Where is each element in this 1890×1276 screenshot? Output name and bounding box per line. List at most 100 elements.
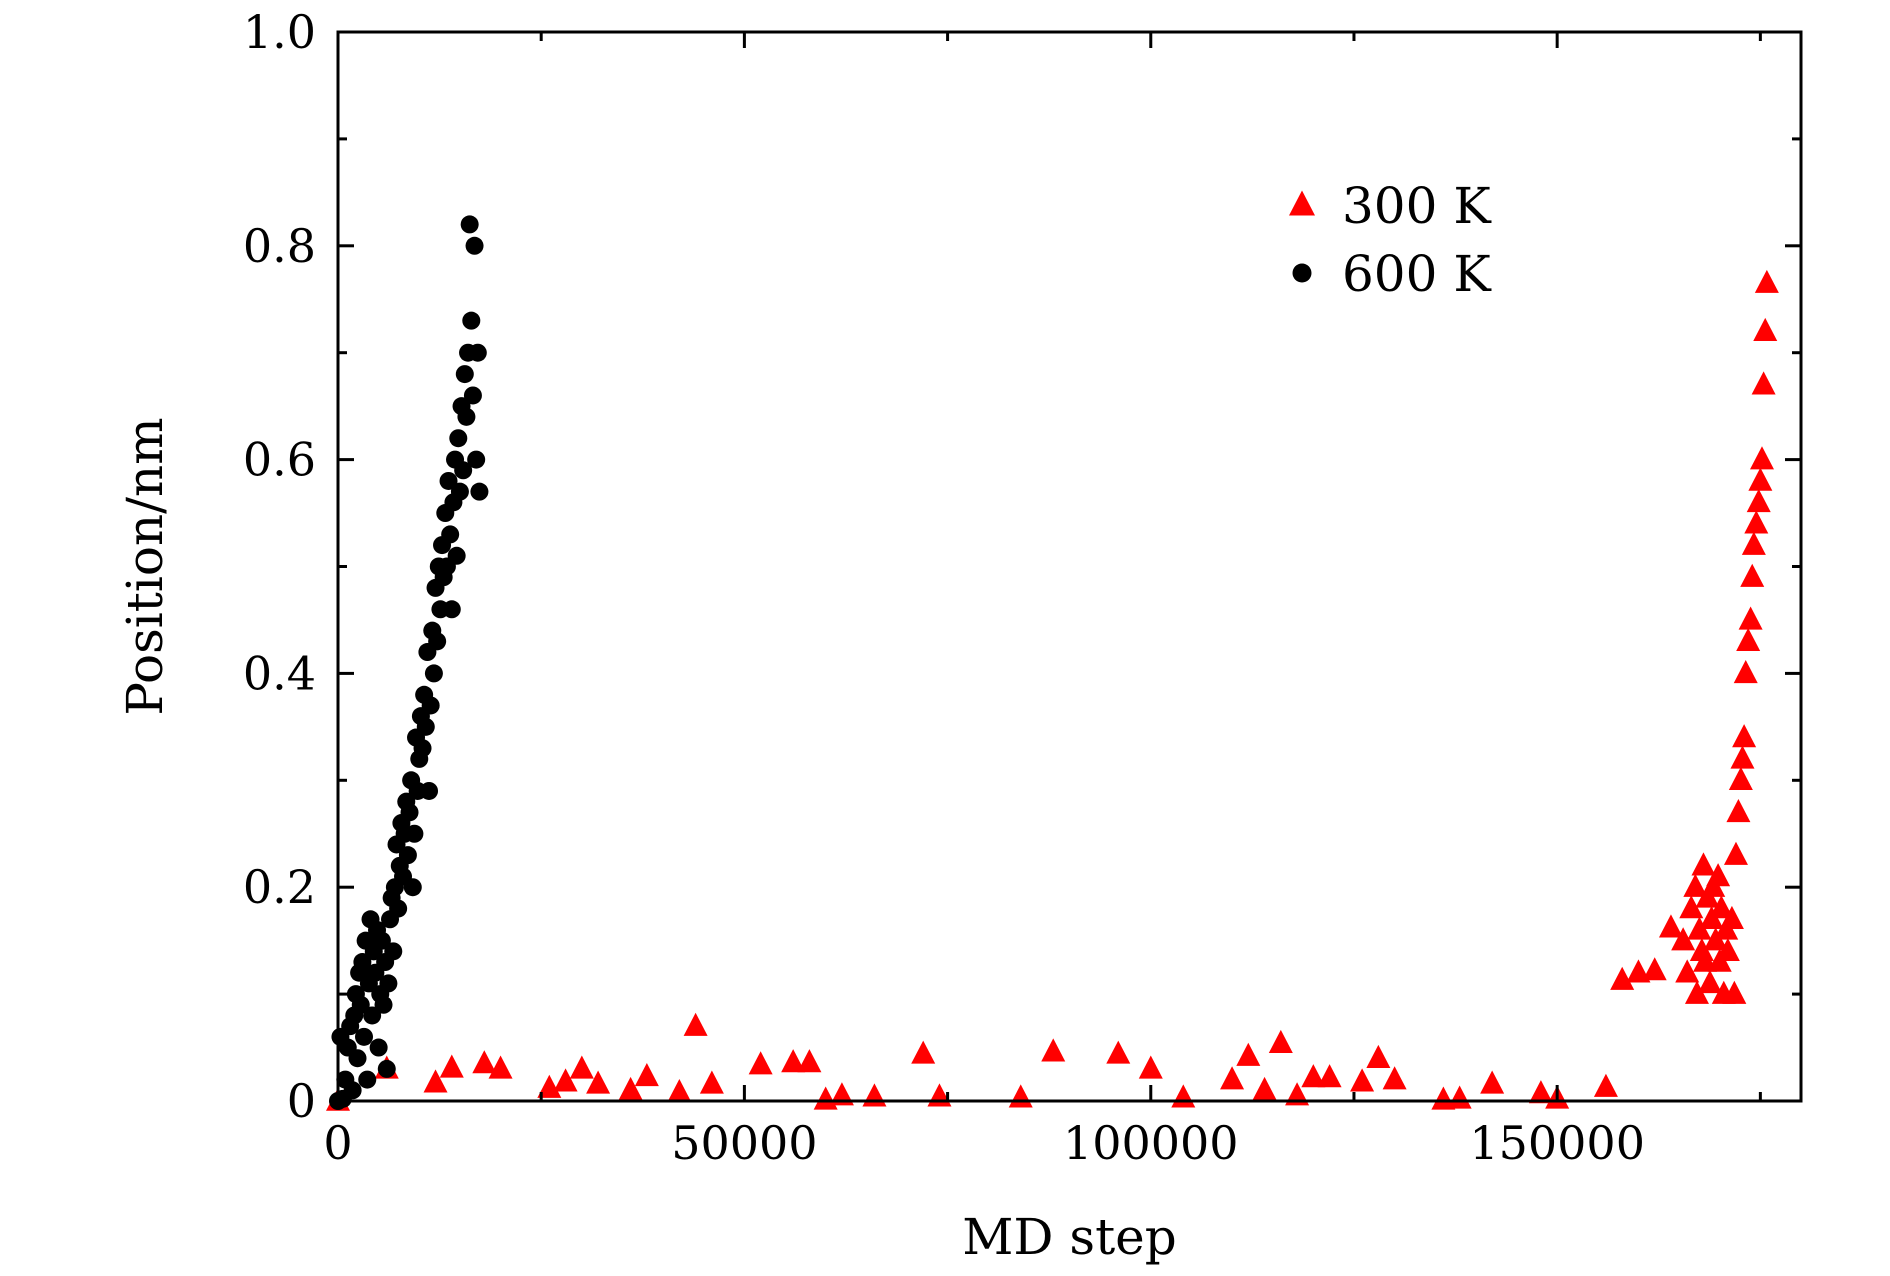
data-point-circle bbox=[457, 407, 476, 426]
series-1 bbox=[329, 215, 489, 1110]
data-point-triangle bbox=[781, 1049, 806, 1073]
legend: 300 K 600 K bbox=[1289, 177, 1492, 303]
data-point-triangle bbox=[1730, 745, 1755, 769]
data-point-triangle bbox=[1528, 1080, 1553, 1104]
data-point-triangle bbox=[1220, 1066, 1245, 1090]
data-point-triangle bbox=[1732, 724, 1757, 748]
data-point-circle bbox=[400, 803, 419, 822]
data-point-circle bbox=[439, 471, 458, 490]
data-point-triangle bbox=[472, 1050, 497, 1074]
data-point-circle bbox=[398, 846, 417, 865]
data-point-circle bbox=[467, 450, 486, 469]
plot-marks bbox=[326, 215, 1779, 1111]
x-tick-label: 50000 bbox=[671, 1116, 817, 1170]
data-point-triangle bbox=[1738, 606, 1763, 630]
y-axis-label: Position/nm bbox=[116, 417, 174, 715]
data-point-triangle bbox=[1268, 1029, 1293, 1053]
data-point-triangle bbox=[1733, 660, 1758, 684]
data-point-triangle bbox=[797, 1049, 822, 1073]
data-point-circle bbox=[405, 824, 424, 843]
data-point-circle bbox=[348, 1049, 367, 1068]
data-point-circle bbox=[351, 995, 370, 1014]
data-point-circle bbox=[420, 781, 439, 800]
data-point-triangle bbox=[1749, 446, 1774, 470]
data-point-triangle bbox=[1431, 1086, 1456, 1110]
y-tick-label: 1.0 bbox=[243, 5, 316, 59]
x-axis-label: MD step bbox=[962, 1208, 1177, 1266]
data-point-triangle bbox=[1041, 1038, 1066, 1062]
data-point-circle bbox=[428, 632, 447, 651]
data-point-triangle bbox=[699, 1070, 724, 1094]
legend-label: 300 K bbox=[1342, 177, 1492, 235]
x-tick-label: 100000 bbox=[1063, 1116, 1239, 1170]
data-point-triangle bbox=[586, 1070, 611, 1094]
data-point-triangle bbox=[1740, 563, 1765, 587]
data-point-triangle bbox=[1447, 1085, 1472, 1109]
data-point-triangle bbox=[488, 1055, 513, 1079]
data-point-triangle bbox=[1722, 980, 1747, 1004]
data-point-triangle bbox=[423, 1069, 448, 1093]
data-point-triangle bbox=[1350, 1068, 1375, 1092]
data-point-circle bbox=[416, 717, 435, 736]
data-point-triangle bbox=[1709, 895, 1734, 919]
data-point-triangle bbox=[1252, 1076, 1277, 1101]
data-point-circle bbox=[468, 343, 487, 362]
data-point-triangle bbox=[439, 1054, 464, 1078]
data-point-triangle bbox=[667, 1079, 692, 1103]
data-point-triangle bbox=[1642, 957, 1667, 981]
data-point-circle bbox=[424, 664, 443, 683]
data-point-triangle bbox=[1736, 627, 1761, 652]
data-point-triangle bbox=[634, 1063, 659, 1087]
legend-marker-circle bbox=[1292, 263, 1312, 283]
data-point-triangle bbox=[1008, 1084, 1033, 1108]
data-point-circle bbox=[450, 482, 469, 501]
data-point-triangle bbox=[1675, 959, 1700, 983]
data-point-triangle bbox=[618, 1076, 643, 1101]
data-point-circle bbox=[454, 461, 473, 480]
data-point-circle bbox=[449, 429, 468, 448]
data-point-circle bbox=[403, 878, 422, 897]
data-point-triangle bbox=[862, 1083, 887, 1107]
data-point-triangle bbox=[1106, 1040, 1131, 1064]
y-tick-label: 0.6 bbox=[243, 433, 316, 487]
data-point-triangle bbox=[1726, 798, 1751, 823]
data-point-triangle bbox=[1679, 895, 1704, 919]
data-point-circle bbox=[377, 1059, 396, 1078]
data-point-triangle bbox=[1683, 873, 1708, 897]
data-point-triangle bbox=[1728, 766, 1753, 791]
data-point-circle bbox=[462, 311, 481, 330]
data-point-circle bbox=[374, 995, 393, 1014]
data-point-circle bbox=[355, 1027, 374, 1046]
data-point-triangle bbox=[537, 1074, 562, 1098]
data-point-circle bbox=[470, 482, 489, 501]
data-point-triangle bbox=[1715, 937, 1740, 962]
data-point-triangle bbox=[569, 1055, 594, 1079]
y-tick-label: 0.2 bbox=[243, 860, 316, 914]
y-tick-label: 0.8 bbox=[243, 219, 316, 273]
y-tick-label: 0.4 bbox=[243, 646, 316, 700]
data-point-triangle bbox=[1593, 1073, 1618, 1097]
x-tick-label: 150000 bbox=[1469, 1116, 1645, 1170]
data-point-triangle bbox=[1719, 905, 1744, 929]
data-point-circle bbox=[447, 546, 466, 565]
data-point-triangle bbox=[1706, 863, 1731, 887]
axes-group: 0 50000 100000 150000 0 0.2 0.4 0.6 0.8 1.0 bbox=[243, 5, 1801, 1170]
data-point-circle bbox=[463, 386, 482, 405]
data-point-triangle bbox=[1746, 488, 1771, 513]
data-point-circle bbox=[343, 1081, 362, 1100]
data-point-triangle bbox=[1658, 914, 1683, 938]
data-point-triangle bbox=[1138, 1055, 1163, 1079]
data-point-circle bbox=[441, 525, 460, 544]
y-tick-label: 0 bbox=[287, 1074, 316, 1128]
data-point-circle bbox=[421, 696, 440, 715]
data-point-triangle bbox=[1751, 371, 1776, 395]
data-point-triangle bbox=[1317, 1064, 1342, 1088]
data-point-triangle bbox=[1366, 1044, 1391, 1068]
data-point-triangle bbox=[1744, 510, 1769, 534]
data-point-triangle bbox=[748, 1051, 773, 1075]
data-point-triangle bbox=[1610, 966, 1635, 990]
data-point-triangle bbox=[1697, 970, 1722, 994]
data-point-circle bbox=[372, 931, 391, 950]
